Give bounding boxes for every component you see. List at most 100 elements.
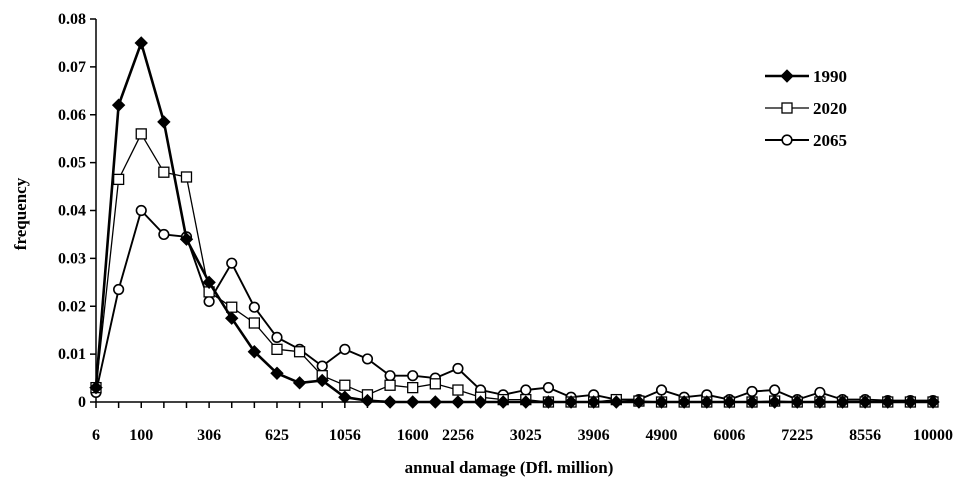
data-point-marker bbox=[202, 275, 216, 290]
legend-label: 2065 bbox=[813, 131, 847, 150]
data-point-marker bbox=[677, 395, 691, 409]
data-point-marker bbox=[383, 395, 397, 409]
legend-item-1990: 1990 bbox=[765, 67, 847, 86]
data-point-marker bbox=[781, 134, 793, 146]
data-point-marker bbox=[292, 376, 307, 390]
data-point-marker bbox=[384, 370, 396, 382]
data-point-marker bbox=[745, 395, 759, 409]
legend-label: 2020 bbox=[813, 99, 847, 118]
data-point-marker bbox=[609, 395, 624, 409]
data-point-marker bbox=[541, 395, 556, 409]
data-point-marker bbox=[112, 173, 125, 186]
data-point-marker bbox=[111, 98, 126, 112]
data-point-marker bbox=[767, 395, 782, 409]
legend-item-2065: 2065 bbox=[765, 131, 847, 150]
y-tick-label: 0.08 bbox=[58, 11, 86, 28]
data-point-marker bbox=[654, 395, 669, 409]
series-layer bbox=[89, 36, 940, 409]
y-ticks: 0 0.01 0.02 0.03 0.04 0.05 0.06 0.07 0.08 bbox=[58, 11, 96, 411]
data-point-marker bbox=[225, 311, 239, 325]
data-point-marker bbox=[881, 395, 895, 409]
data-point-marker bbox=[384, 379, 396, 391]
x-tick-label: 3025 bbox=[510, 427, 542, 444]
series-1990 bbox=[89, 36, 940, 409]
data-point-marker bbox=[746, 385, 758, 398]
data-point-marker bbox=[158, 166, 170, 178]
data-point-marker bbox=[315, 373, 329, 388]
data-point-marker bbox=[700, 395, 714, 409]
data-point-marker bbox=[134, 36, 148, 50]
x-tick-label: 8556 bbox=[849, 427, 881, 444]
data-point-marker bbox=[405, 395, 420, 409]
x-tick-label: 7225 bbox=[781, 427, 813, 444]
data-point-marker bbox=[271, 331, 283, 343]
data-point-marker bbox=[451, 395, 465, 409]
x-tick-label: 6006 bbox=[713, 427, 745, 444]
x-tick-label: 100 bbox=[129, 427, 153, 444]
x-tick-label: 2256 bbox=[442, 427, 474, 444]
data-point-marker bbox=[338, 390, 352, 404]
data-point-marker bbox=[135, 204, 147, 217]
data-point-marker bbox=[339, 379, 351, 391]
data-point-marker bbox=[407, 381, 419, 394]
data-point-marker bbox=[158, 228, 170, 241]
x-tick-label: 4900 bbox=[646, 427, 678, 444]
data-point-marker bbox=[780, 69, 794, 83]
y-tick-label: 0.06 bbox=[58, 107, 86, 124]
x-ticks: 6 100 306 625 1056 1600 2256 3025 3906 4900 6006 72… bbox=[92, 402, 953, 444]
data-point-marker bbox=[496, 395, 510, 409]
data-point-marker bbox=[813, 395, 827, 409]
y-tick-label: 0.02 bbox=[58, 298, 86, 315]
data-point-marker bbox=[293, 346, 306, 358]
series-line bbox=[95, 209, 933, 402]
data-point-marker bbox=[226, 257, 238, 269]
data-point-marker bbox=[316, 360, 328, 372]
axes: 0 0.01 0.02 0.03 0.04 0.05 0.06 0.07 0.08 6 100 30… bbox=[58, 11, 953, 444]
data-point-marker bbox=[179, 232, 194, 246]
data-point-marker bbox=[429, 378, 441, 390]
data-point-marker bbox=[722, 395, 737, 409]
data-point-marker bbox=[519, 395, 533, 409]
data-point-marker bbox=[360, 393, 375, 408]
y-tick-label: 0.07 bbox=[58, 59, 86, 76]
x-tick-label: 10000 bbox=[913, 427, 953, 444]
y-tick-label: 0.03 bbox=[58, 250, 86, 267]
data-point-marker bbox=[113, 283, 125, 296]
data-point-marker bbox=[89, 380, 103, 395]
data-point-marker bbox=[781, 102, 793, 114]
data-point-marker bbox=[270, 366, 284, 380]
x-tick-label: 306 bbox=[197, 427, 221, 444]
data-point-marker bbox=[769, 384, 781, 396]
data-point-marker bbox=[428, 395, 443, 409]
data-point-marker bbox=[452, 362, 464, 375]
data-point-marker bbox=[632, 395, 646, 409]
x-tick-label: 625 bbox=[265, 427, 289, 444]
data-point-marker bbox=[473, 395, 488, 409]
y-tick-label: 0.04 bbox=[58, 203, 86, 220]
series-line bbox=[94, 41, 933, 404]
data-point-marker bbox=[655, 384, 668, 396]
data-point-marker bbox=[586, 395, 601, 409]
data-point-marker bbox=[926, 395, 940, 409]
x-tick-label: 1056 bbox=[329, 427, 361, 444]
legend: 1990 2020 2065 bbox=[765, 67, 847, 150]
data-point-marker bbox=[203, 295, 215, 308]
legend-item-2020: 2020 bbox=[765, 99, 847, 118]
data-point-marker bbox=[248, 317, 261, 329]
data-point-marker bbox=[903, 395, 918, 409]
x-axis-title: annual damage (Dfl. million) bbox=[405, 458, 614, 477]
data-point-marker bbox=[361, 353, 374, 365]
data-point-marker bbox=[180, 171, 193, 183]
data-point-marker bbox=[248, 301, 260, 313]
legend-label: 1990 bbox=[813, 67, 847, 86]
data-point-marker bbox=[564, 395, 578, 409]
x-tick-label: 1600 bbox=[397, 427, 429, 444]
data-point-marker bbox=[790, 395, 804, 409]
y-tick-label: 0 bbox=[78, 394, 86, 411]
data-point-marker bbox=[858, 395, 872, 409]
series-2020 bbox=[90, 128, 939, 408]
series-2065 bbox=[90, 204, 939, 407]
data-point-marker bbox=[157, 115, 171, 129]
data-point-marker bbox=[271, 343, 283, 355]
